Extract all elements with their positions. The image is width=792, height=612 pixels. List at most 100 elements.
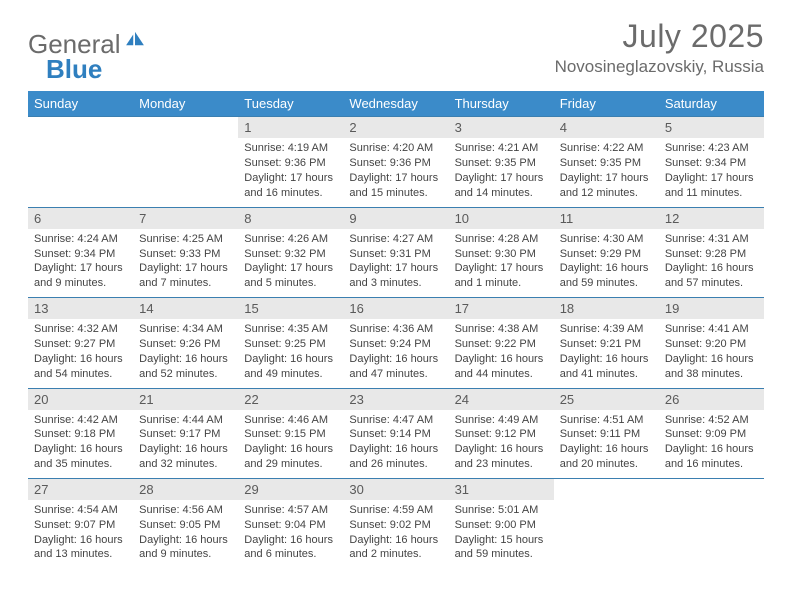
weekday-header: Tuesday [238, 91, 343, 117]
sunrise-line: Sunrise: 4:41 AM [665, 322, 758, 337]
day-number-cell: 14 [133, 298, 238, 320]
day-data-cell: Sunrise: 4:39 AMSunset: 9:21 PMDaylight:… [554, 319, 659, 388]
sunrise-line: Sunrise: 4:42 AM [34, 413, 127, 428]
day-number-cell: 15 [238, 298, 343, 320]
sunrise-line: Sunrise: 4:56 AM [139, 503, 232, 518]
weekday-header: Thursday [449, 91, 554, 117]
daylight-line: Daylight: 16 hours and 52 minutes. [139, 352, 232, 382]
day-data-row: Sunrise: 4:42 AMSunset: 9:18 PMDaylight:… [28, 410, 764, 479]
daylight-line: Daylight: 16 hours and 41 minutes. [560, 352, 653, 382]
sunset-line: Sunset: 9:29 PM [560, 247, 653, 262]
day-number-cell: 23 [343, 388, 448, 410]
sunrise-line: Sunrise: 4:30 AM [560, 232, 653, 247]
sunset-line: Sunset: 9:00 PM [455, 518, 548, 533]
day-number-cell: 13 [28, 298, 133, 320]
weekday-header: Friday [554, 91, 659, 117]
sunrise-line: Sunrise: 4:23 AM [665, 141, 758, 156]
sunrise-line: Sunrise: 5:01 AM [455, 503, 548, 518]
day-data-cell: Sunrise: 4:41 AMSunset: 9:20 PMDaylight:… [659, 319, 764, 388]
weekday-header: Wednesday [343, 91, 448, 117]
day-data-cell: Sunrise: 4:34 AMSunset: 9:26 PMDaylight:… [133, 319, 238, 388]
sunset-line: Sunset: 9:36 PM [349, 156, 442, 171]
day-number-cell: 28 [133, 478, 238, 500]
sunset-line: Sunset: 9:12 PM [455, 427, 548, 442]
sunrise-line: Sunrise: 4:52 AM [665, 413, 758, 428]
daylight-line: Daylight: 16 hours and 16 minutes. [665, 442, 758, 472]
daylight-line: Daylight: 16 hours and 20 minutes. [560, 442, 653, 472]
day-data-cell [659, 500, 764, 568]
day-data-cell: Sunrise: 4:46 AMSunset: 9:15 PMDaylight:… [238, 410, 343, 479]
day-data-cell: Sunrise: 4:36 AMSunset: 9:24 PMDaylight:… [343, 319, 448, 388]
sunrise-line: Sunrise: 4:54 AM [34, 503, 127, 518]
day-number-cell: 24 [449, 388, 554, 410]
day-number-cell: 11 [554, 207, 659, 229]
month-title: July 2025 [555, 18, 764, 55]
daylight-line: Daylight: 16 hours and 26 minutes. [349, 442, 442, 472]
sunrise-line: Sunrise: 4:49 AM [455, 413, 548, 428]
day-number-cell: 1 [238, 117, 343, 139]
sunrise-line: Sunrise: 4:47 AM [349, 413, 442, 428]
sunset-line: Sunset: 9:18 PM [34, 427, 127, 442]
day-data-cell: Sunrise: 5:01 AMSunset: 9:00 PMDaylight:… [449, 500, 554, 568]
weekday-header: Monday [133, 91, 238, 117]
day-data-row: Sunrise: 4:24 AMSunset: 9:34 PMDaylight:… [28, 229, 764, 298]
day-data-row: Sunrise: 4:32 AMSunset: 9:27 PMDaylight:… [28, 319, 764, 388]
day-number-cell: 31 [449, 478, 554, 500]
day-number-row: 12345 [28, 117, 764, 139]
day-number-cell: 21 [133, 388, 238, 410]
day-number-cell: 3 [449, 117, 554, 139]
weekday-header: Sunday [28, 91, 133, 117]
day-data-cell: Sunrise: 4:22 AMSunset: 9:35 PMDaylight:… [554, 138, 659, 207]
sunset-line: Sunset: 9:31 PM [349, 247, 442, 262]
day-number-cell: 17 [449, 298, 554, 320]
daylight-line: Daylight: 16 hours and 54 minutes. [34, 352, 127, 382]
sunrise-line: Sunrise: 4:39 AM [560, 322, 653, 337]
location: Novosineglazovskiy, Russia [555, 57, 764, 77]
day-number-cell: 6 [28, 207, 133, 229]
day-number-row: 2728293031 [28, 478, 764, 500]
day-data-cell: Sunrise: 4:26 AMSunset: 9:32 PMDaylight:… [238, 229, 343, 298]
sunset-line: Sunset: 9:15 PM [244, 427, 337, 442]
daylight-line: Daylight: 16 hours and 13 minutes. [34, 533, 127, 563]
sunrise-line: Sunrise: 4:35 AM [244, 322, 337, 337]
sunset-line: Sunset: 9:30 PM [455, 247, 548, 262]
daylight-line: Daylight: 17 hours and 9 minutes. [34, 261, 127, 291]
sunset-line: Sunset: 9:20 PM [665, 337, 758, 352]
day-data-cell: Sunrise: 4:32 AMSunset: 9:27 PMDaylight:… [28, 319, 133, 388]
day-number-cell: 12 [659, 207, 764, 229]
daylight-line: Daylight: 16 hours and 9 minutes. [139, 533, 232, 563]
sunrise-line: Sunrise: 4:20 AM [349, 141, 442, 156]
day-data-cell: Sunrise: 4:20 AMSunset: 9:36 PMDaylight:… [343, 138, 448, 207]
sunset-line: Sunset: 9:25 PM [244, 337, 337, 352]
sunrise-line: Sunrise: 4:46 AM [244, 413, 337, 428]
daylight-line: Daylight: 16 hours and 32 minutes. [139, 442, 232, 472]
day-number-cell: 25 [554, 388, 659, 410]
sunrise-line: Sunrise: 4:36 AM [349, 322, 442, 337]
sunset-line: Sunset: 9:11 PM [560, 427, 653, 442]
daylight-line: Daylight: 16 hours and 35 minutes. [34, 442, 127, 472]
day-data-row: Sunrise: 4:54 AMSunset: 9:07 PMDaylight:… [28, 500, 764, 568]
day-data-cell: Sunrise: 4:30 AMSunset: 9:29 PMDaylight:… [554, 229, 659, 298]
sunrise-line: Sunrise: 4:27 AM [349, 232, 442, 247]
daylight-line: Daylight: 16 hours and 2 minutes. [349, 533, 442, 563]
sunrise-line: Sunrise: 4:51 AM [560, 413, 653, 428]
daylight-line: Daylight: 17 hours and 1 minute. [455, 261, 548, 291]
daylight-line: Daylight: 16 hours and 6 minutes. [244, 533, 337, 563]
day-number-cell [28, 117, 133, 139]
day-data-cell: Sunrise: 4:31 AMSunset: 9:28 PMDaylight:… [659, 229, 764, 298]
daylight-line: Daylight: 17 hours and 16 minutes. [244, 171, 337, 201]
day-data-row: Sunrise: 4:19 AMSunset: 9:36 PMDaylight:… [28, 138, 764, 207]
calendar-body: 12345Sunrise: 4:19 AMSunset: 9:36 PMDayl… [28, 117, 764, 568]
day-data-cell: Sunrise: 4:28 AMSunset: 9:30 PMDaylight:… [449, 229, 554, 298]
day-number-cell [554, 478, 659, 500]
day-data-cell: Sunrise: 4:42 AMSunset: 9:18 PMDaylight:… [28, 410, 133, 479]
sunrise-line: Sunrise: 4:25 AM [139, 232, 232, 247]
sunset-line: Sunset: 9:35 PM [560, 156, 653, 171]
day-data-cell: Sunrise: 4:35 AMSunset: 9:25 PMDaylight:… [238, 319, 343, 388]
day-number-cell: 9 [343, 207, 448, 229]
day-data-cell: Sunrise: 4:27 AMSunset: 9:31 PMDaylight:… [343, 229, 448, 298]
sunset-line: Sunset: 9:14 PM [349, 427, 442, 442]
sunset-line: Sunset: 9:36 PM [244, 156, 337, 171]
sunrise-line: Sunrise: 4:24 AM [34, 232, 127, 247]
sunset-line: Sunset: 9:34 PM [665, 156, 758, 171]
